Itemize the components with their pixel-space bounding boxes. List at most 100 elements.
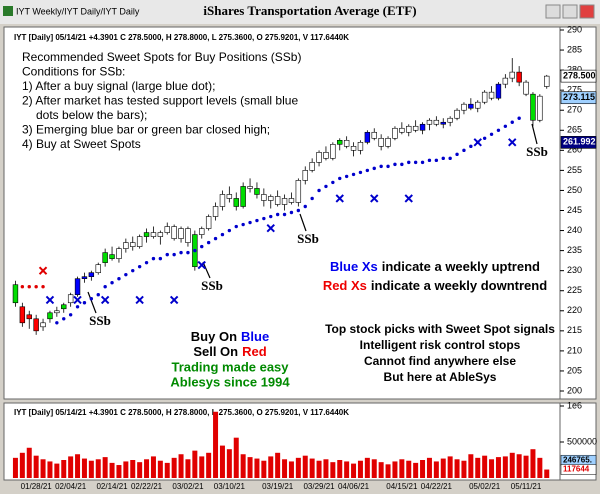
y-tick-label: 280	[567, 64, 582, 74]
support-dot	[248, 220, 252, 225]
candle-body	[530, 93, 536, 121]
support-dot	[338, 176, 342, 181]
y-tick-label: 240	[567, 225, 582, 235]
volume-bar	[523, 455, 529, 478]
y-tick-label: 500000	[567, 436, 597, 446]
legend-label: Blue Xs	[330, 259, 378, 274]
promo-line: But here at AbleSys	[384, 370, 497, 384]
promo-line: Cannot find anywhere else	[364, 354, 516, 368]
candle-body	[350, 146, 357, 151]
candle-body	[136, 236, 143, 247]
support-dot	[144, 260, 149, 265]
support-dot	[296, 208, 301, 213]
candle-body	[199, 228, 205, 235]
legend-text: indicate a weekly uptrend	[382, 259, 540, 274]
volume-bar	[544, 469, 550, 478]
candle-body	[150, 232, 157, 237]
support-dot	[68, 313, 73, 317]
candle-body	[502, 77, 509, 85]
volume-bar	[61, 460, 67, 478]
volume-bar	[12, 457, 18, 478]
candle-body	[143, 232, 150, 237]
candle-body	[102, 252, 108, 263]
candle-body	[399, 127, 405, 133]
candle-body	[171, 226, 177, 239]
volume-bar	[102, 457, 108, 478]
arrow	[299, 213, 307, 232]
volume-label: 117644	[563, 465, 590, 474]
y-tick-label: 265	[567, 125, 582, 135]
volume-bar	[351, 463, 357, 478]
support-dot	[158, 256, 163, 261]
volume-bar	[137, 462, 143, 478]
uptrend-x-marker	[335, 194, 344, 203]
volume-bar	[199, 456, 205, 478]
note-line: 3) Emerging blue bar or green bar closed…	[22, 123, 270, 137]
support-dot	[193, 248, 197, 253]
volume-bar	[47, 461, 53, 478]
volume-bar	[219, 445, 225, 478]
support-dot	[289, 210, 294, 215]
support-dot	[310, 196, 314, 201]
downtrend-x-marker	[38, 266, 48, 275]
slogan-text: Sell On	[193, 344, 238, 359]
volume-bar	[454, 459, 460, 478]
slogan-text: Buy On	[191, 329, 237, 344]
y-tick-label: 260	[567, 145, 582, 155]
y-tick-label: 245	[567, 205, 582, 215]
x-tick-label: 03/02/21	[172, 482, 204, 491]
volume-bar	[364, 457, 370, 478]
volume-bar	[371, 459, 377, 478]
volume-bar	[302, 455, 308, 478]
candle-body	[337, 140, 343, 145]
volume-bar	[240, 454, 246, 478]
candle-body	[54, 310, 60, 314]
support-dot	[413, 160, 418, 165]
support-dot	[496, 128, 501, 132]
candle-body	[123, 242, 129, 249]
support-dot	[448, 156, 452, 161]
candle-body	[495, 83, 502, 99]
price-label: 278.500	[563, 71, 596, 81]
maximize-button[interactable]	[562, 4, 578, 19]
support-dot	[503, 124, 508, 128]
support-dot	[179, 250, 183, 255]
slogan-sell: Sell On Red	[193, 344, 266, 359]
resistance-dot	[34, 285, 38, 289]
minimize-button[interactable]	[545, 4, 561, 19]
volume-bar	[406, 460, 412, 478]
candle-body	[178, 228, 184, 239]
candle-body	[205, 216, 212, 229]
volume-bar	[495, 457, 501, 478]
candle-body	[323, 152, 329, 159]
support-dot	[331, 180, 335, 185]
support-dot	[282, 212, 287, 217]
close-button[interactable]	[579, 4, 595, 19]
support-dot	[372, 166, 376, 171]
resistance-dot	[41, 285, 45, 289]
y-tick-label: 200	[567, 385, 582, 395]
support-dot	[200, 244, 204, 249]
candle-body	[475, 101, 481, 109]
volume-bar	[426, 457, 432, 478]
support-dot	[269, 214, 273, 219]
volume-bar	[537, 457, 543, 478]
support-dot	[358, 170, 363, 175]
annotation-arrows	[87, 123, 538, 314]
price-label: 261.992	[563, 137, 596, 147]
y-tick-label: 270	[567, 105, 582, 115]
y-tick-label: 210	[567, 345, 582, 355]
promo-line: Intelligent risk control stops	[360, 338, 521, 352]
volume-bar	[282, 459, 288, 478]
note-line: Conditions for SSb:	[22, 65, 125, 79]
support-dot	[62, 317, 66, 321]
support-dot	[82, 301, 87, 305]
candle-body	[233, 198, 239, 207]
support-dot	[344, 174, 349, 179]
candle-body	[95, 264, 101, 273]
support-dot	[117, 276, 121, 281]
y-tick-label: 215	[567, 325, 582, 335]
candle-body	[164, 226, 170, 233]
candle-body	[516, 71, 522, 83]
